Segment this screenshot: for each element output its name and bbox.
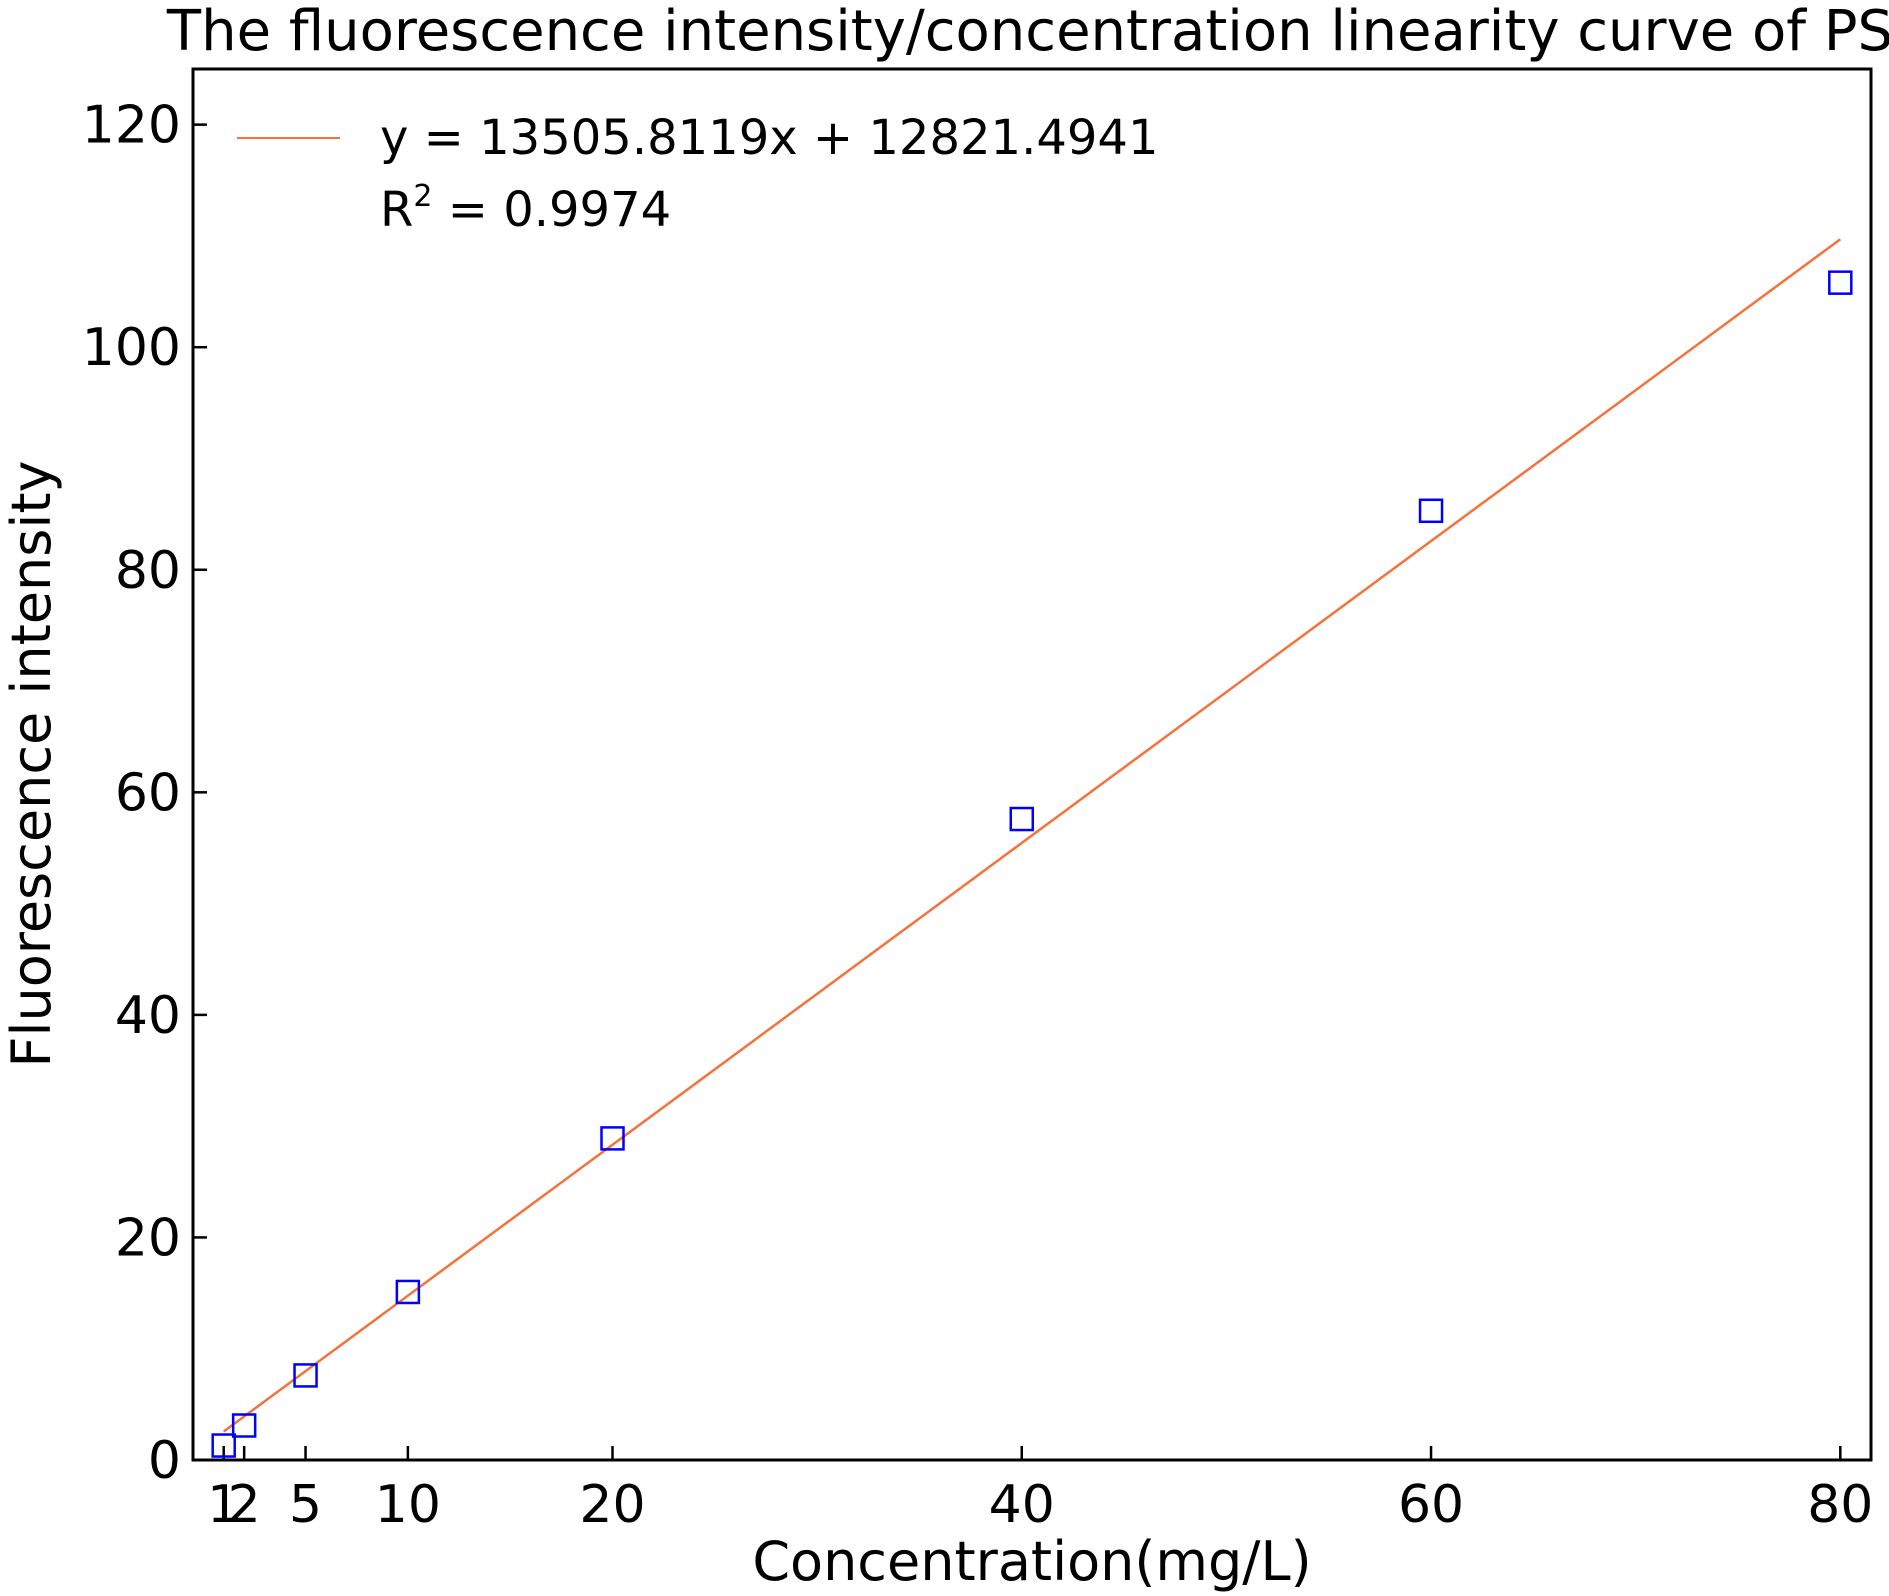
data-point: [211, 1433, 236, 1458]
x-tick-label: 60: [1398, 1475, 1464, 1535]
y-tick-label: 60: [115, 763, 181, 823]
legend-r2-label: R2 = 0.9974: [380, 179, 671, 238]
x-tick-label: 2: [228, 1475, 261, 1535]
x-tick-label: 20: [579, 1475, 645, 1535]
legend: y = 13505.8119x + 12821.4941 R2 = 0.9974: [237, 110, 1159, 238]
data-point: [600, 1126, 625, 1151]
x-tick-label: 1: [207, 1475, 240, 1535]
y-tick-label: 100: [82, 318, 181, 378]
data-point: [395, 1279, 421, 1305]
data-point: [1828, 270, 1853, 295]
x-tick-label: 5: [289, 1475, 322, 1535]
data-points: [211, 270, 1853, 1458]
y-tick-label: 80: [115, 541, 181, 601]
y-axis-title: Fluorescence intensity: [0, 460, 63, 1067]
y-tick-label: 20: [115, 1208, 181, 1268]
data-point: [231, 1413, 257, 1438]
x-axis-title: Concentration(mg/L): [752, 1530, 1311, 1593]
chart-title: The fluorescence intensity/concentration…: [166, 0, 1889, 64]
data-point: [1009, 806, 1035, 832]
legend-r2-prefix: R: [380, 182, 413, 238]
y-axis-ticks: 0 20 40 60 80 100 120: [82, 96, 207, 1491]
x-tick-label: 40: [989, 1475, 1055, 1535]
y-tick-label: 40: [115, 986, 181, 1046]
legend-equation-label: y = 13505.8119x + 12821.4941: [380, 110, 1159, 166]
fit-line: [222, 238, 1842, 1433]
data-point: [293, 1363, 318, 1388]
fit-line-group: [222, 238, 1842, 1433]
x-tick-label: 80: [1807, 1475, 1873, 1535]
x-axis-ticks: 12 5 10 20 40 60 80: [207, 1446, 1873, 1535]
y-tick-label: 0: [148, 1431, 181, 1491]
plot-frame: [191, 67, 1873, 1462]
x-tick-label: 10: [375, 1475, 441, 1535]
y-tick-label: 120: [82, 96, 181, 156]
legend-r2-superscript: 2: [413, 179, 432, 214]
legend-r2-value: = 0.9974: [432, 182, 671, 238]
data-point: [1418, 498, 1444, 524]
